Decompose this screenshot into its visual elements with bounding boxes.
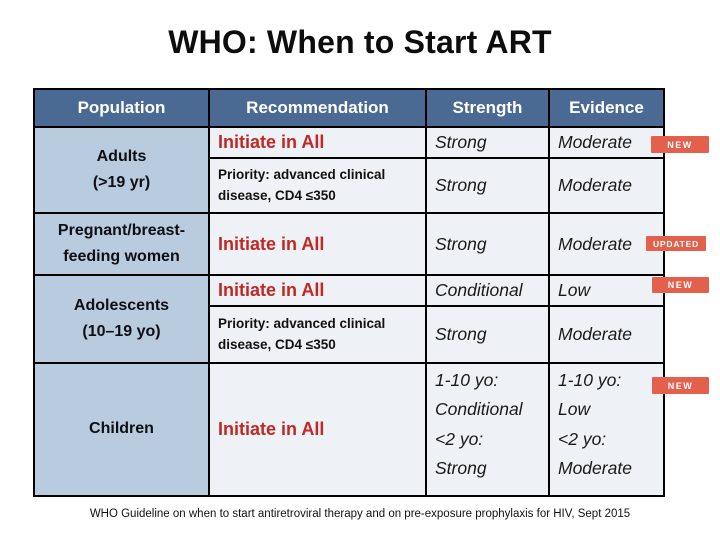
cell-children-strength: 1-10 yo: Conditional <2 yo: Strong — [425, 362, 550, 497]
header-evidence: Evidence — [548, 88, 665, 128]
cell-children-recommendation: Initiate in All — [208, 362, 427, 497]
header-strength: Strength — [425, 88, 550, 128]
table-row-children: Children Initiate in All 1-10 yo: Condit… — [33, 362, 665, 497]
cell-adolescents-strength-main: Conditional — [425, 274, 550, 307]
cell-adults-recommendation-main: Initiate in All — [208, 126, 427, 159]
cell-adults-strength-priority: Strong — [425, 157, 550, 214]
cell-adults-evidence-main: Moderate — [548, 126, 665, 159]
cell-pregnant-population: Pregnant/breast- feeding women — [33, 212, 210, 276]
new-badge-adolescents: NEW — [652, 277, 709, 293]
header-population: Population — [33, 88, 210, 128]
cell-adults-population: Adults (>19 yr) — [33, 126, 210, 214]
who-art-table: Population Recommendation Strength Evide… — [33, 88, 665, 497]
cell-adolescents-strength-priority: Strong — [425, 305, 550, 364]
new-badge-adults: NEW — [651, 136, 709, 153]
table-row-adults-priority: Priority: advanced clinical disease, CD4… — [34, 157, 665, 214]
cell-adults-recommendation-priority: Priority: advanced clinical disease, CD4… — [208, 157, 427, 214]
table-row-adolescents-priority: Priority: advanced clinical disease, CD4… — [34, 305, 665, 364]
table-row-pregnant: Pregnant/breast- feeding women Initiate … — [33, 212, 665, 276]
updated-badge-pregnant: UPDATED — [646, 236, 706, 251]
header-recommendation: Recommendation — [208, 88, 427, 128]
cell-children-evidence: 1-10 yo: Low <2 yo: Moderate — [548, 362, 665, 497]
table-row-adolescents-main: Adolescents (10–19 yo) Initiate in All C… — [33, 274, 665, 364]
cell-adolescents-evidence-priority: Moderate — [548, 305, 665, 364]
cell-pregnant-strength: Strong — [425, 212, 550, 276]
table-row-adults-main: Adults (>19 yr) Initiate in All Strong M… — [33, 126, 665, 214]
cell-adults-evidence-priority: Moderate — [548, 157, 665, 214]
cell-adolescents-recommendation-priority: Priority: advanced clinical disease, CD4… — [208, 305, 427, 364]
cell-adults-strength-main: Strong — [425, 126, 550, 159]
slide-title: WHO: When to Start ART — [168, 24, 552, 60]
source-citation: WHO Guideline on when to start antiretro… — [89, 508, 631, 520]
new-badge-children: NEW — [652, 377, 709, 394]
cell-adolescents-population: Adolescents (10–19 yo) — [33, 274, 210, 364]
cell-children-population: Children — [33, 362, 210, 497]
cell-adolescents-recommendation-main: Initiate in All — [208, 274, 427, 307]
table-header-row: Population Recommendation Strength Evide… — [33, 88, 665, 128]
cell-adolescents-evidence-main: Low — [548, 274, 665, 307]
cell-pregnant-recommendation: Initiate in All — [208, 212, 427, 276]
